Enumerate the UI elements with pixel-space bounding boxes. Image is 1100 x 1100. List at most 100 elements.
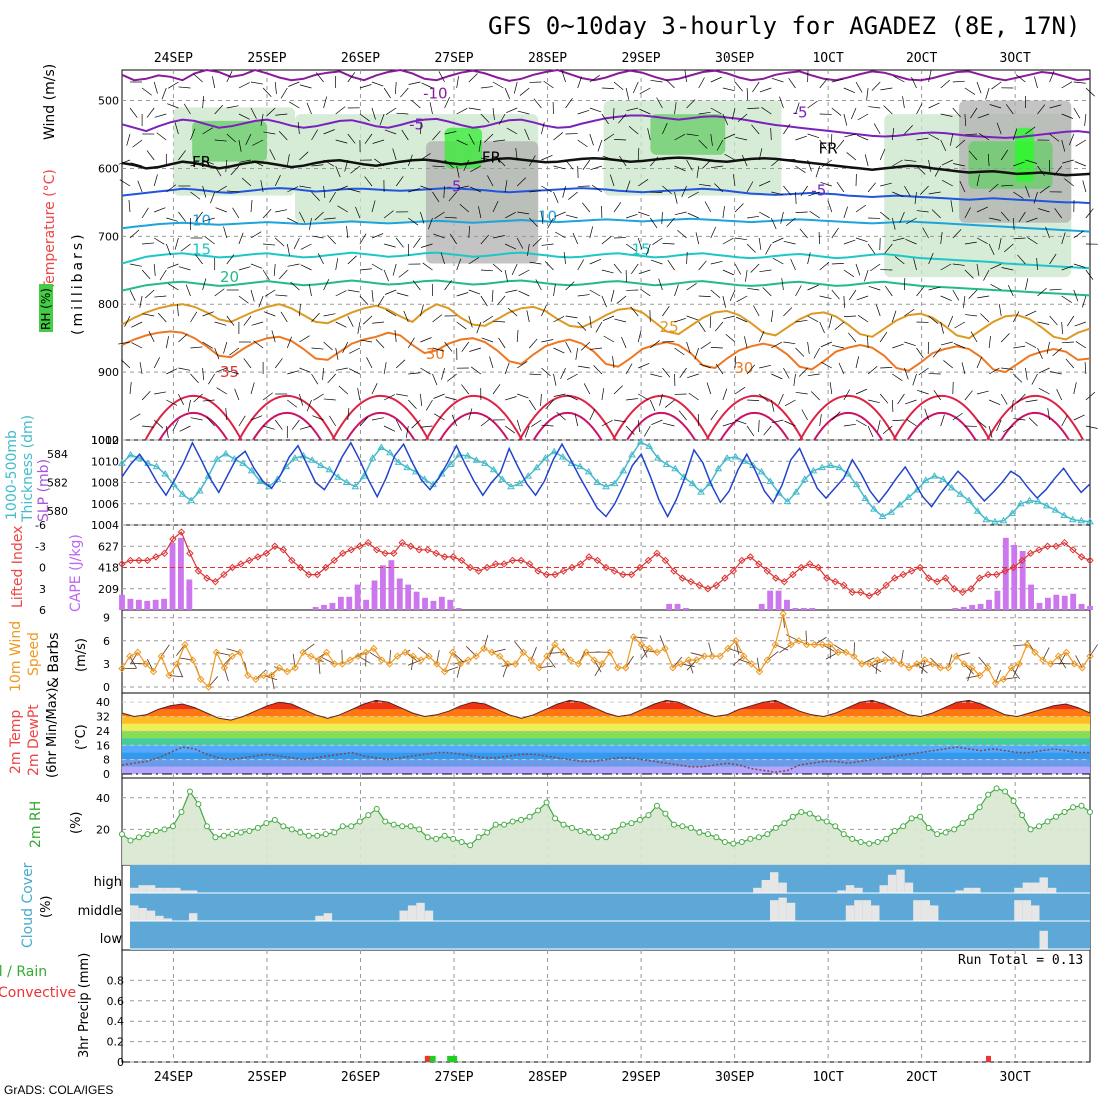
wind-barb xyxy=(1012,128,1018,141)
isotherm-line xyxy=(121,156,1091,177)
wind-barb xyxy=(193,73,203,83)
wind-barb xyxy=(1049,133,1060,142)
slp-ylabel-a: 1000-500mb xyxy=(4,430,20,520)
wind-speed-point xyxy=(196,675,205,684)
wind-barb xyxy=(723,133,736,140)
wind-barb xyxy=(807,252,811,265)
rh-point xyxy=(1044,818,1051,825)
rh-point xyxy=(526,813,533,820)
li-point xyxy=(958,588,967,596)
wind-barb xyxy=(342,341,349,353)
cloud-bar-high xyxy=(837,890,846,893)
rh-point xyxy=(382,818,389,825)
wind-barb xyxy=(1074,321,1087,327)
wind-barb xyxy=(928,102,940,109)
wind-barb xyxy=(214,347,220,360)
cloud-bar-mid xyxy=(424,910,434,921)
wind-barb xyxy=(357,388,361,401)
wind-barb xyxy=(456,108,468,115)
wind-barb xyxy=(759,364,771,369)
wind-barb xyxy=(238,266,251,271)
wind-speed-point xyxy=(755,667,764,676)
rh-point xyxy=(942,829,949,836)
li-point xyxy=(373,546,381,554)
cloud-bar-mid xyxy=(138,908,147,921)
isotherm-line xyxy=(331,395,430,441)
wind-barb xyxy=(732,174,736,187)
wind-barb xyxy=(561,70,566,83)
contour-label: FR xyxy=(482,148,501,166)
wind-speed-point xyxy=(1015,660,1023,668)
wind-barb xyxy=(1012,311,1020,323)
wind-barb xyxy=(531,419,542,427)
slp-point xyxy=(273,475,282,482)
wind-barb xyxy=(516,237,524,249)
wind-speed-point xyxy=(480,644,488,653)
rh-point xyxy=(501,821,508,828)
wind-barb xyxy=(178,211,186,222)
slp-point xyxy=(1042,501,1051,509)
wind-barb xyxy=(119,179,131,187)
wind-barb xyxy=(771,373,783,380)
wind-speed-point xyxy=(370,644,378,653)
wind-barb xyxy=(783,341,796,345)
cape-bar xyxy=(800,607,807,610)
wind-barb xyxy=(154,295,167,298)
wind-barb xyxy=(891,128,895,141)
wind-barb xyxy=(371,383,378,395)
wind-barb xyxy=(807,133,820,139)
wind-barb xyxy=(504,362,510,375)
wind-speed-point xyxy=(606,648,614,657)
wind-barb xyxy=(299,367,311,373)
wind-barb xyxy=(126,133,131,146)
wind-ylabel-a: 10m Wind xyxy=(8,621,24,692)
wind-barb xyxy=(815,165,821,178)
wind-barb xyxy=(961,362,966,375)
wind-barb xyxy=(759,269,772,273)
wind-barb xyxy=(444,280,452,291)
wind-barb xyxy=(206,416,215,427)
wind-speed-point xyxy=(889,656,897,664)
wind-barb xyxy=(1000,333,1010,343)
wind-barb xyxy=(498,337,506,349)
slp-point xyxy=(809,466,818,474)
wind-barb xyxy=(141,269,151,280)
wind-speed-point xyxy=(999,675,1008,684)
li-point xyxy=(619,570,627,579)
slp-point xyxy=(532,463,541,471)
wind-barb xyxy=(613,81,624,90)
wind-barb xyxy=(747,399,760,401)
li-point xyxy=(610,567,619,575)
isotherm-line xyxy=(121,114,1091,139)
wind-speed-point xyxy=(936,664,945,672)
chart-title: GFS 0~10day 3-hourly for AGADEZ (8E, 17N… xyxy=(488,12,1081,40)
wind-barb xyxy=(468,315,473,328)
li-point xyxy=(593,556,602,565)
wind-barb xyxy=(722,113,729,126)
wind-barb xyxy=(795,285,802,297)
cloud-bar-mid xyxy=(871,905,880,921)
wind-barb xyxy=(202,311,214,317)
cape-bar xyxy=(1078,603,1085,610)
cape-tick-label: 209 xyxy=(98,583,119,596)
wind-barb xyxy=(403,310,409,323)
wind-barb xyxy=(873,123,881,135)
wind-barb xyxy=(420,153,431,161)
slp-point xyxy=(152,462,161,470)
cloud-bar-mid xyxy=(854,900,863,921)
wind-barb xyxy=(263,243,276,246)
wind-barb xyxy=(492,384,501,395)
wind-barb xyxy=(214,104,223,115)
rh-point xyxy=(993,785,1000,792)
isotherm-line xyxy=(425,395,523,441)
wind-barb xyxy=(478,206,482,219)
wind-barb xyxy=(686,282,697,291)
wind-barb xyxy=(601,388,605,401)
wind-barb xyxy=(202,127,213,135)
li-point xyxy=(296,563,305,572)
wind-barb xyxy=(1068,133,1075,146)
wind-barb xyxy=(795,319,808,323)
wind-barb xyxy=(983,269,990,281)
wind-barb xyxy=(990,284,1002,291)
isotherm-line xyxy=(439,412,509,441)
